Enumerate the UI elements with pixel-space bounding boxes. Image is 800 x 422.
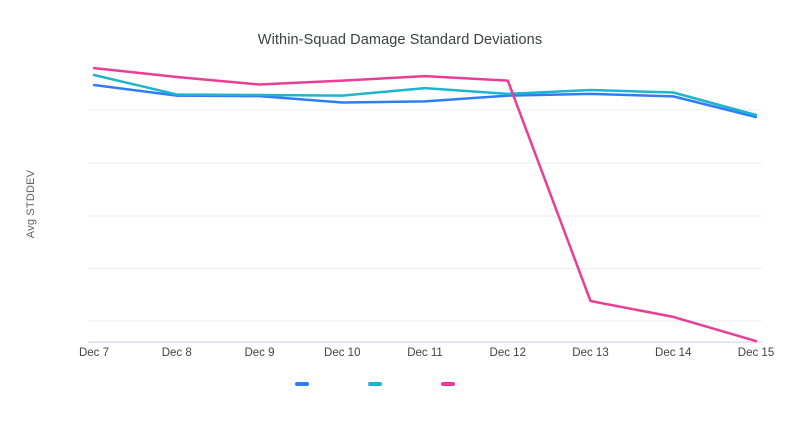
x-tick-label: Dec 7 xyxy=(78,347,110,359)
series-line-2[interactable] xyxy=(92,73,758,117)
x-tick-label: Dec 12 xyxy=(489,347,526,359)
x-tick-label: Dec 8 xyxy=(161,347,192,359)
series-line-3[interactable] xyxy=(92,66,758,343)
x-tick-label: Dec 15 xyxy=(737,347,775,359)
x-tick-label: Dec 10 xyxy=(324,347,361,359)
x-axis-tick-labels: Dec 7 Dec 8 Dec 9 Dec 10 Dec 11 Dec 12 Dec 13 D… xyxy=(79,347,774,361)
plot-area[interactable] xyxy=(88,65,762,343)
legend xyxy=(295,382,455,386)
chart-title: Within-Squad Damage Standard Deviations xyxy=(257,32,543,48)
x-tick-label: Dec 13 xyxy=(572,347,609,359)
x-tick-label: Dec 14 xyxy=(655,347,692,359)
line-chart-svg[interactable] xyxy=(88,65,762,343)
series-line-1[interactable] xyxy=(92,83,758,119)
x-tick-label: Dec 11 xyxy=(407,347,443,359)
legend-swatch-series-2[interactable] xyxy=(368,382,382,386)
x-tick-label: Dec 9 xyxy=(244,347,275,359)
legend-swatch-series-1[interactable] xyxy=(295,382,309,386)
legend-swatch-series-3[interactable] xyxy=(441,382,455,386)
y-axis-title: Avg STDDEV xyxy=(25,169,37,239)
